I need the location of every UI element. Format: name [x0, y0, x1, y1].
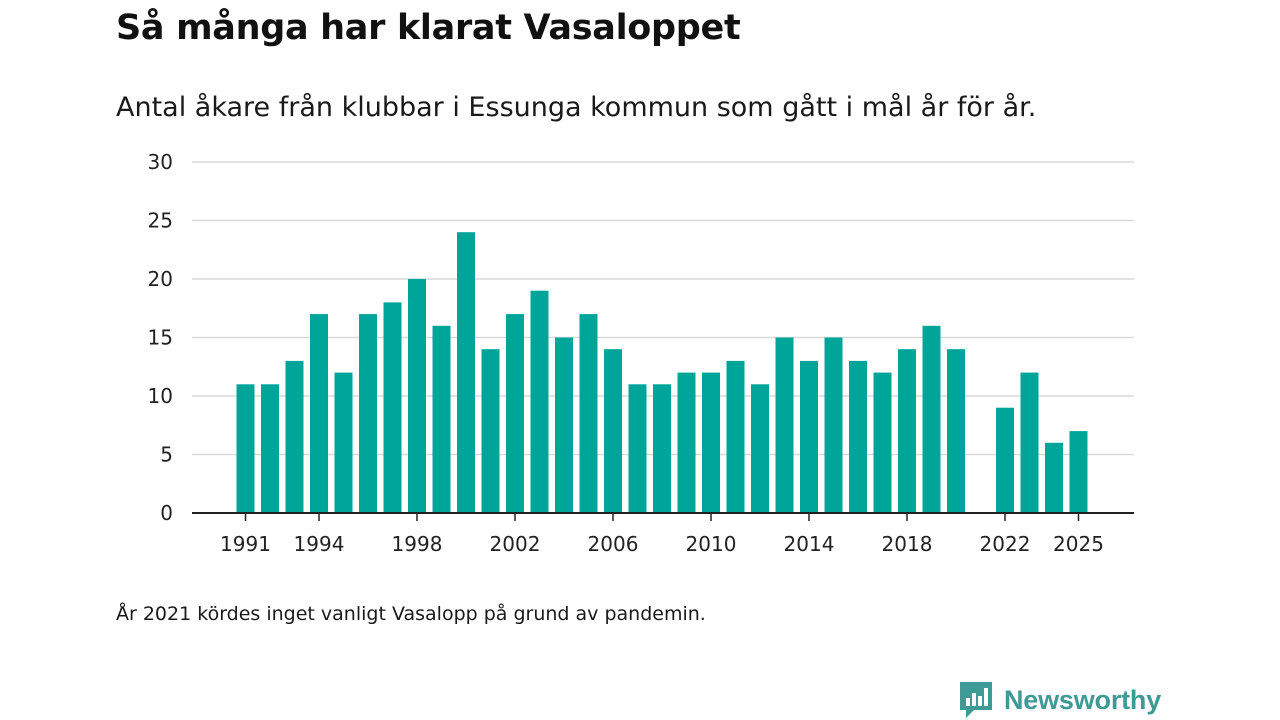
bar-1994 [310, 314, 328, 513]
newsworthy-logo-icon [960, 682, 992, 718]
bar-2022 [996, 407, 1014, 513]
y-tick-label-5: 5 [160, 443, 173, 467]
bar-2007 [628, 384, 647, 513]
bar-2016 [849, 360, 867, 513]
y-tick-label-25: 25 [148, 209, 173, 233]
bar-2002 [506, 314, 524, 513]
x-tick-label-1994: 1994 [294, 532, 345, 556]
bar-2023 [1020, 372, 1039, 513]
bar-1993 [285, 360, 304, 513]
bar-2006 [604, 349, 622, 513]
bar-2017 [873, 372, 892, 513]
x-tick-label-1991: 1991 [220, 532, 271, 556]
bar-2004 [555, 337, 573, 513]
x-tick-label-1998: 1998 [392, 532, 443, 556]
bars [236, 232, 1088, 513]
bar-2018 [898, 349, 916, 513]
bar-2009 [677, 372, 696, 513]
chart-title: Så många har klarat Vasaloppet [116, 8, 741, 48]
x-tick-label-2010: 2010 [686, 532, 737, 556]
y-axis-ticks: 0 5 10 15 20 25 30 [148, 150, 173, 525]
x-tick-label-2006: 2006 [588, 532, 639, 556]
x-tick-label-2018: 2018 [882, 532, 933, 556]
bar-2013 [775, 337, 794, 513]
x-axis-ticks: 1991 1994 1998 2002 2006 2010 2014 2018 2022 2025 [220, 513, 1104, 556]
bar-1991 [236, 384, 255, 513]
x-tick-label-2025: 2025 [1053, 532, 1104, 556]
x-tick-label-2014: 2014 [784, 532, 835, 556]
footnote: År 2021 kördes inget vanligt Vasalopp på… [116, 603, 706, 625]
bar-1995 [334, 372, 353, 513]
brand-logo: Newsworthy [958, 680, 1161, 720]
bar-2003 [530, 290, 549, 513]
bar-2008 [653, 384, 671, 513]
chart-subtitle: Antal åkare från klubbar i Essunga kommu… [116, 92, 1037, 123]
y-tick-label-30: 30 [148, 150, 173, 174]
bar-2000 [457, 232, 475, 513]
bar-2014 [800, 360, 818, 513]
bar-2020 [947, 349, 965, 513]
brand-name: Newsworthy [1004, 684, 1162, 715]
bar-2012 [751, 384, 769, 513]
bar-1997 [383, 302, 402, 513]
bar-2010 [702, 372, 720, 513]
y-tick-label-15: 15 [148, 326, 173, 350]
bar-2019 [922, 325, 941, 513]
y-tick-label-10: 10 [148, 384, 173, 408]
bar-2011 [726, 360, 745, 513]
x-tick-label-2022: 2022 [980, 532, 1031, 556]
x-tick-label-2002: 2002 [490, 532, 541, 556]
bar-2005 [579, 314, 598, 513]
bar-1999 [432, 325, 451, 513]
bar-1998 [408, 279, 426, 513]
bar-1992 [261, 384, 279, 513]
y-tick-label-20: 20 [148, 267, 173, 291]
bar-2025 [1069, 431, 1088, 513]
bar-1996 [359, 314, 377, 513]
y-tick-label-0: 0 [160, 501, 173, 525]
bar-2015 [824, 337, 843, 513]
bar-2024 [1045, 442, 1063, 513]
bar-2001 [481, 349, 500, 513]
